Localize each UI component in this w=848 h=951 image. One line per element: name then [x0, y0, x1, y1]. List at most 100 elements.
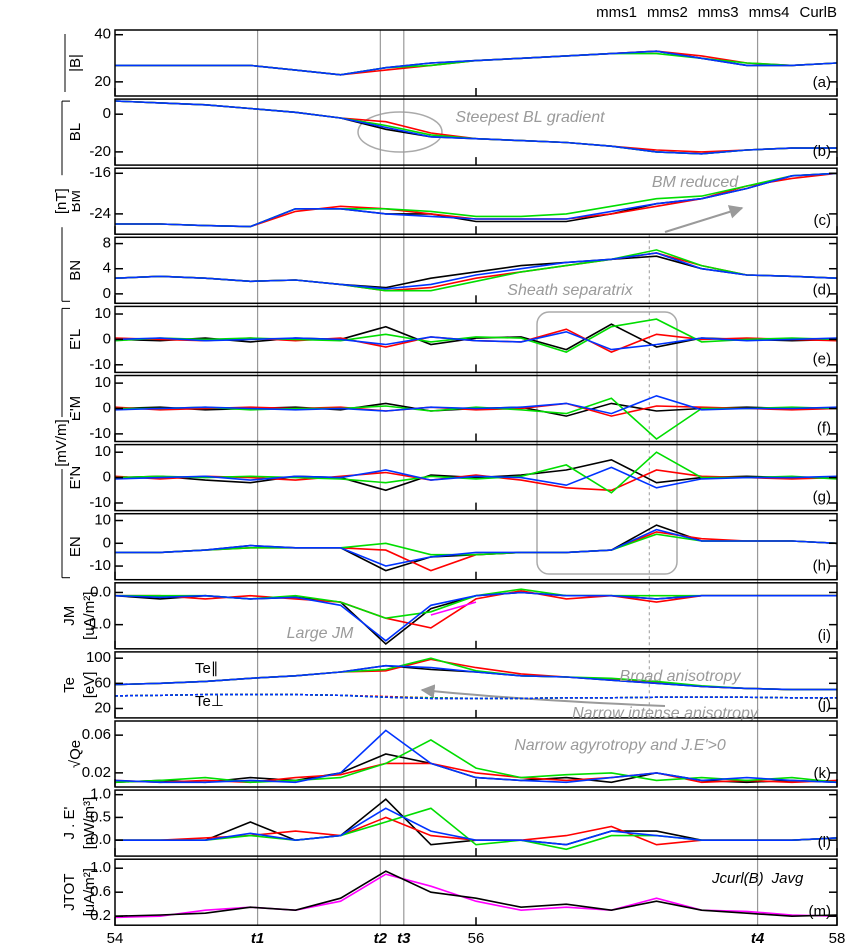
y-tick-label: 4: [103, 260, 111, 277]
series-line: [115, 397, 838, 441]
y-tick-label: 0.0: [90, 831, 111, 848]
y-label: E'M: [67, 396, 84, 421]
panel-label: (f): [817, 419, 831, 436]
panel-label: (l): [818, 834, 831, 851]
x-tick-label: 56: [468, 930, 485, 947]
y-tick-label: 100: [86, 649, 111, 666]
y-tick-label: -10: [89, 356, 111, 373]
series-line: [114, 469, 838, 492]
y-tick-label: 10: [94, 374, 111, 391]
panel-frame: [114, 236, 838, 305]
y-tick-label: 1.0: [90, 786, 111, 803]
y-tick-label: 0.0: [90, 583, 111, 600]
y-label: |B|: [67, 54, 84, 72]
series-line: [114, 100, 837, 155]
label-bg: [52, 417, 72, 470]
y-tick-label: -20: [89, 143, 111, 160]
panel-label: (i): [818, 627, 831, 644]
series-line: [115, 531, 838, 572]
y-label: Te: [61, 677, 78, 693]
panel-label: (k): [814, 765, 832, 782]
y-tick-label: 40: [94, 26, 111, 43]
line-label: Te∥: [195, 660, 218, 677]
y-tick-label: -16: [89, 164, 111, 181]
series-line: [114, 591, 837, 642]
panel-label: (d): [813, 281, 831, 298]
series-line: [114, 738, 838, 784]
series-line: [115, 588, 837, 620]
event-label: t3: [397, 930, 411, 947]
panel-label: (g): [813, 489, 831, 506]
series-line: [114, 664, 837, 691]
y-tick-label: 0.6: [90, 883, 111, 900]
y-tick-label: 0.02: [82, 764, 111, 781]
panel-label: (j): [818, 696, 831, 713]
y-tick-label: -10: [89, 557, 111, 574]
series-line: [114, 870, 838, 918]
y-tick-label: 0: [103, 330, 111, 347]
annotation: BM reduced: [652, 174, 739, 191]
series-line: [114, 252, 838, 290]
y-unit: [uA/m²]: [81, 868, 98, 916]
series-line: [114, 591, 837, 646]
panel-label: (c): [814, 212, 832, 229]
y-tick-label: 0: [103, 399, 111, 416]
series-line: [114, 466, 838, 489]
series-line: [114, 318, 838, 353]
panel-label: (m): [809, 903, 832, 920]
panel-frame: [114, 858, 838, 926]
label-bg: [52, 175, 72, 228]
series-line: [114, 249, 838, 292]
panel-label: (e): [813, 350, 831, 367]
legend-entry: mms2: [647, 4, 688, 21]
y-label: BN: [67, 260, 84, 281]
y-tick-label: -10: [89, 425, 111, 442]
event-label: t2: [374, 930, 388, 947]
y-unit: [eV]: [81, 672, 98, 699]
y-tick-label: 60: [94, 674, 111, 691]
series-line: [115, 807, 838, 846]
line-label: Te⊥: [195, 693, 224, 710]
panel-label: (a): [813, 74, 831, 91]
y-tick-label: -1.0: [85, 616, 111, 633]
y-label: JTOT: [61, 874, 78, 911]
legend-entry: mms1: [596, 4, 637, 21]
group-unit: [nT]: [53, 188, 70, 214]
y-label: √Qe: [67, 740, 84, 768]
arrow: [420, 684, 666, 707]
annotation: Narrow intense anisotropy: [572, 705, 759, 722]
y-label: E'N: [67, 466, 84, 490]
annotation: Steepest BL gradient: [455, 109, 605, 126]
series-name: Javg: [771, 870, 804, 887]
highlight-ellipse: [357, 111, 443, 153]
y-label: BL: [67, 123, 84, 141]
y-tick-label: -10: [89, 494, 111, 511]
y-tick-label: 0: [103, 105, 111, 122]
y-tick-label: 20: [94, 73, 111, 90]
y-tick-label: 10: [94, 443, 111, 460]
y-tick-label: 20: [94, 699, 111, 716]
y-tick-label: 10: [94, 511, 111, 528]
series-line: [114, 451, 838, 494]
event-label: t1: [251, 930, 264, 947]
panel-label: (b): [813, 143, 831, 160]
highlight-box: [536, 311, 678, 575]
y-unit: [nW/m³]: [81, 797, 98, 850]
panel-frame: [114, 789, 838, 857]
arrow: [664, 205, 744, 233]
x-tick-label: 58: [829, 930, 846, 947]
annotation: Broad anisotropy: [620, 668, 742, 685]
event-label: t4: [751, 930, 765, 947]
y-unit: [uA/m²]: [81, 592, 98, 640]
annotation: Sheath separatrix: [507, 282, 633, 299]
y-tick-label: 0.2: [90, 907, 111, 924]
series-line: [114, 330, 838, 351]
panel-frame: [114, 582, 838, 650]
series-line: [114, 394, 838, 415]
y-tick-label: 0.06: [82, 726, 111, 743]
y-tick-label: -24: [89, 205, 111, 222]
y-tick-label: 0: [103, 469, 111, 486]
legend-entry: mms4: [749, 4, 790, 21]
annotation: Large JM: [287, 625, 354, 642]
